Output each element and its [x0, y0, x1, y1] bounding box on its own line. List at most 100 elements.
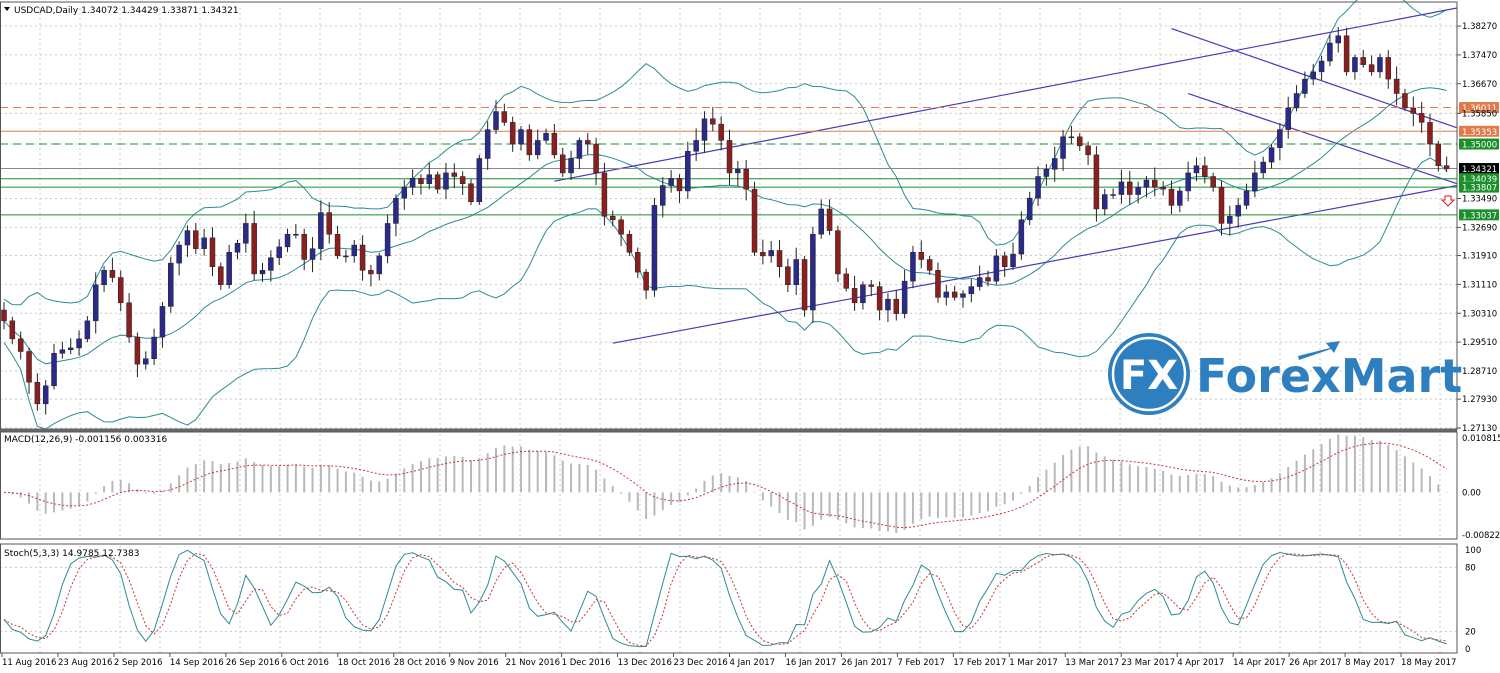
band-upper	[3, 0, 1447, 306]
candle-body	[259, 270, 266, 275]
price-level-tag	[1459, 181, 1499, 193]
candle-body	[1160, 187, 1166, 190]
stoch-y-tick-label: 100	[1465, 546, 1481, 556]
x-tick-label: 13 Mar 2017	[1065, 658, 1119, 668]
candle-body	[1285, 107, 1291, 130]
candle-body	[309, 248, 316, 260]
band-lower	[3, 157, 1448, 430]
candle-body	[193, 230, 199, 249]
candle-body	[234, 243, 241, 253]
candle-body	[826, 208, 833, 231]
candle-body	[1352, 57, 1358, 73]
candle-body	[1210, 176, 1216, 188]
candle-body	[910, 252, 916, 282]
price-levels: 1.36011 1.35353 1.35000 1.343211.340391.338…	[0, 102, 1499, 221]
price-level-tag	[1459, 125, 1499, 137]
x-tick-label: 26 Apr 2017	[1289, 658, 1342, 668]
candle-body	[701, 118, 708, 141]
candle-body	[1168, 188, 1175, 206]
x-tick-label: 23 Mar 2017	[1121, 658, 1175, 668]
x-tick-label: 26 Sep 2016	[226, 658, 280, 668]
candle-body	[351, 244, 357, 257]
candle-body	[209, 237, 216, 267]
candle-body	[685, 150, 691, 192]
candle-body	[201, 237, 207, 249]
candle-body	[785, 266, 791, 286]
candle-body	[484, 129, 491, 159]
candle-body	[901, 280, 908, 314]
candle-body	[1076, 136, 1083, 147]
candle-body	[226, 252, 232, 286]
candle-body	[251, 223, 257, 275]
candle-body	[1402, 93, 1408, 109]
y-tick-label: 1.27930	[1462, 395, 1497, 405]
x-tick-label: 23 Aug 2016	[58, 658, 112, 668]
candle-body	[134, 336, 141, 365]
candle-body	[543, 132, 549, 141]
candle-body	[459, 176, 466, 184]
price-level-label: 1.35353	[1462, 128, 1497, 138]
candle-body	[1035, 176, 1041, 199]
candle-body	[584, 140, 591, 145]
candle-body	[935, 270, 941, 298]
candle-body	[1327, 42, 1333, 62]
candle-body	[1277, 129, 1283, 148]
candle-body	[643, 271, 649, 291]
candle-body	[1293, 93, 1300, 109]
price-level-tag	[1459, 209, 1499, 221]
stoch-title: Stoch(5,3,3) 14.9785 12.7383	[4, 549, 139, 559]
forexmart-logo: FX ForexMart	[1108, 333, 1462, 415]
x-tick-label: 1 Dec 2016	[562, 658, 611, 668]
candle-body	[610, 215, 616, 221]
candle-body	[976, 277, 983, 287]
collapse-triangle-icon[interactable]	[4, 7, 10, 11]
candle-body	[1010, 253, 1016, 267]
candle-body	[509, 122, 516, 145]
candle-body	[876, 286, 883, 311]
candle-body	[1, 309, 7, 322]
candle-body	[1060, 136, 1066, 159]
y-tick-label: 1.35850	[1462, 109, 1497, 119]
candle-body	[1410, 107, 1417, 114]
x-tick-label: 6 Oct 2016	[282, 658, 329, 668]
candle-body	[326, 212, 332, 235]
candle-body	[1235, 205, 1241, 217]
y-tick-label: 1.31910	[1462, 252, 1497, 262]
candle-body	[126, 302, 132, 338]
candle-body	[710, 118, 716, 125]
price-level-tag	[1459, 163, 1499, 175]
candle-body	[1227, 215, 1233, 224]
channel-lower-line	[612, 184, 1458, 344]
candle-body	[551, 132, 558, 156]
candle-body	[635, 252, 641, 273]
stoch-k-line	[3, 549, 1447, 648]
candle-body	[1068, 136, 1075, 139]
price-level-label: 1.33037	[1462, 211, 1497, 221]
x-tick-label: 26 Jan 2017	[841, 658, 892, 668]
candle-body	[1043, 169, 1050, 177]
candle-body	[468, 183, 474, 203]
y-tick-label: 1.31110	[1462, 280, 1497, 290]
candle-body	[301, 233, 307, 260]
candle-body	[501, 111, 508, 123]
x-tick-label: 21 Nov 2016	[506, 658, 560, 668]
candle-body	[943, 291, 950, 298]
candle-body	[985, 277, 991, 282]
candle-body	[168, 262, 174, 307]
candle-body	[92, 284, 99, 322]
y-tick-label: 1.32690	[1462, 223, 1497, 233]
candle-body	[1118, 181, 1125, 195]
stoch-y-tick-label: 0	[1465, 645, 1470, 655]
candle-body	[1393, 78, 1400, 94]
panel-frame	[0, 543, 1458, 654]
candle-body	[1202, 165, 1208, 177]
candle-body	[926, 259, 933, 271]
x-tick-label: 2 Sep 2016	[114, 658, 162, 668]
x-tick-label: 13 Dec 2016	[618, 658, 672, 668]
candle-body	[860, 284, 866, 304]
x-tick-label: 17 Feb 2017	[953, 658, 1006, 668]
price-level-tag	[1459, 102, 1499, 114]
candle-body	[1218, 187, 1225, 224]
candle-body	[293, 233, 299, 236]
candle-body	[393, 197, 399, 224]
